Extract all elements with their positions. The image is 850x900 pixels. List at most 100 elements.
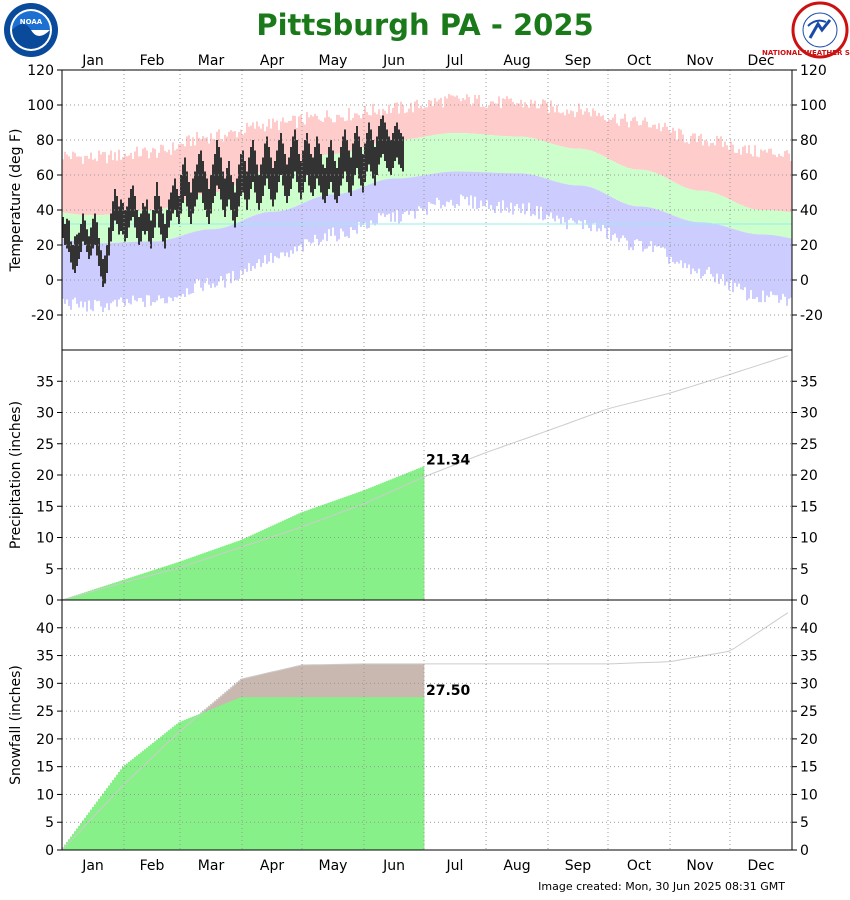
record-high-bar bbox=[86, 155, 88, 216]
record-high-bar bbox=[658, 123, 660, 175]
observed-snowfall-bar bbox=[212, 708, 215, 850]
record-high-bar bbox=[776, 157, 778, 211]
month-labels-top: Jan Feb Mar Apr May Jun Jul Aug Sep Oct Nov Dec bbox=[81, 53, 774, 69]
snowfall-tick-label-right: 10 bbox=[800, 787, 818, 803]
record-high-bar bbox=[374, 112, 376, 144]
observed-temperature-bar bbox=[326, 157, 328, 196]
normal-range-bar bbox=[706, 191, 708, 223]
observed-precipitation-bar bbox=[208, 551, 211, 600]
normal-range-bar bbox=[658, 174, 660, 210]
normal-range-bar bbox=[268, 169, 270, 212]
observed-snowfall-bar bbox=[68, 839, 71, 850]
record-low-bar bbox=[630, 205, 632, 248]
month-label-bottom: Mar bbox=[198, 858, 225, 874]
record-high-bar bbox=[276, 120, 278, 170]
normal-range-bar bbox=[414, 138, 416, 177]
record-high-bar bbox=[710, 143, 712, 192]
record-low-bar bbox=[388, 178, 390, 214]
record-low-bar bbox=[740, 231, 742, 290]
record-low-bar bbox=[526, 173, 528, 212]
normal-range-bar bbox=[430, 135, 432, 175]
normal-range-bar bbox=[686, 188, 688, 221]
snowfall-tick-label-left: 10 bbox=[36, 787, 54, 803]
record-low-bar bbox=[416, 176, 418, 212]
record-low-bar bbox=[266, 212, 268, 264]
record-high-bar bbox=[436, 101, 438, 135]
record-low-bar bbox=[144, 241, 146, 308]
record-low-bar bbox=[534, 175, 536, 216]
observed-snowfall-bar bbox=[258, 697, 261, 850]
observed-temperature-bar bbox=[218, 147, 220, 189]
temperature-tick-label-right: 40 bbox=[800, 203, 818, 219]
record-low-bar bbox=[420, 175, 422, 209]
observed-snowfall-bar bbox=[266, 697, 269, 850]
record-low-bar bbox=[544, 178, 546, 220]
record-high-bar bbox=[328, 116, 330, 155]
record-low-bar bbox=[586, 186, 588, 225]
record-low-bar bbox=[200, 230, 202, 288]
record-high-bar bbox=[552, 106, 554, 145]
record-low-bar bbox=[524, 173, 526, 215]
snowfall-tick-label-right: 15 bbox=[800, 760, 818, 776]
normal-range-bar bbox=[438, 134, 440, 173]
record-high-bar bbox=[608, 119, 610, 159]
normal-range-bar bbox=[578, 148, 580, 186]
record-high-bar bbox=[622, 118, 624, 166]
month-label-top: Dec bbox=[747, 53, 774, 69]
normal-range-bar bbox=[492, 135, 494, 173]
record-high-bar bbox=[764, 149, 766, 211]
observed-snowfall-bar bbox=[320, 697, 323, 850]
record-low-bar bbox=[554, 181, 556, 222]
record-high-bar bbox=[410, 102, 412, 139]
record-low-bar bbox=[760, 234, 762, 303]
record-high-bar bbox=[602, 115, 604, 156]
observed-precipitation-bar bbox=[398, 476, 401, 600]
observed-temperature-bar bbox=[88, 236, 90, 259]
observed-snowfall-bar bbox=[202, 712, 205, 850]
record-high-bar bbox=[486, 107, 488, 135]
record-low-bar bbox=[170, 238, 172, 298]
normal-range-bar bbox=[422, 136, 424, 176]
normal-range-bar bbox=[696, 190, 698, 223]
normal-range-bar bbox=[452, 133, 454, 172]
normal-range-bar bbox=[690, 189, 692, 222]
observed-precipitation-bar bbox=[274, 524, 277, 600]
observed-snowfall-bar bbox=[356, 697, 359, 850]
record-high-bar bbox=[526, 104, 528, 138]
observed-temperature-bar bbox=[76, 234, 78, 266]
observed-snowfall-bar bbox=[96, 801, 99, 850]
record-low-bar bbox=[210, 229, 212, 288]
observed-snowfall-bar bbox=[316, 697, 319, 850]
record-high-bar bbox=[122, 157, 124, 213]
observed-snowfall-bar bbox=[172, 726, 175, 850]
observed-precipitation-bar bbox=[132, 576, 135, 600]
observed-temperature-bar bbox=[270, 157, 272, 200]
record-high-bar bbox=[94, 158, 96, 216]
record-low-bar bbox=[158, 241, 160, 296]
record-low-bar bbox=[674, 216, 676, 264]
record-low-bar bbox=[730, 228, 732, 280]
observed-snowfall-bar bbox=[384, 697, 387, 850]
record-high-bar bbox=[772, 154, 774, 211]
record-low-bar bbox=[292, 207, 294, 254]
observed-snowfall-bar bbox=[130, 760, 133, 850]
normal-range-bar bbox=[396, 139, 398, 179]
record-low-bar bbox=[626, 204, 628, 241]
normal-range-bar bbox=[702, 190, 704, 223]
observed-snowfall-bar bbox=[128, 761, 131, 850]
normal-range-bar bbox=[554, 144, 556, 182]
record-high-bar bbox=[162, 145, 164, 209]
normal-range-bar bbox=[610, 160, 612, 197]
observed-precipitation-bar bbox=[332, 501, 335, 600]
record-high-bar bbox=[438, 99, 440, 135]
observed-temperature-bar bbox=[396, 122, 398, 158]
normal-range-bar bbox=[594, 152, 596, 189]
observed-snowfall-bar bbox=[306, 697, 309, 850]
record-low-bar bbox=[316, 197, 318, 240]
observed-temperature-bar bbox=[74, 236, 76, 273]
observed-temperature-bar bbox=[102, 259, 104, 287]
record-low-bar bbox=[592, 188, 594, 224]
normal-range-bar bbox=[700, 190, 702, 223]
record-high-bar bbox=[116, 160, 118, 214]
observed-snowfall-bar bbox=[200, 713, 203, 850]
